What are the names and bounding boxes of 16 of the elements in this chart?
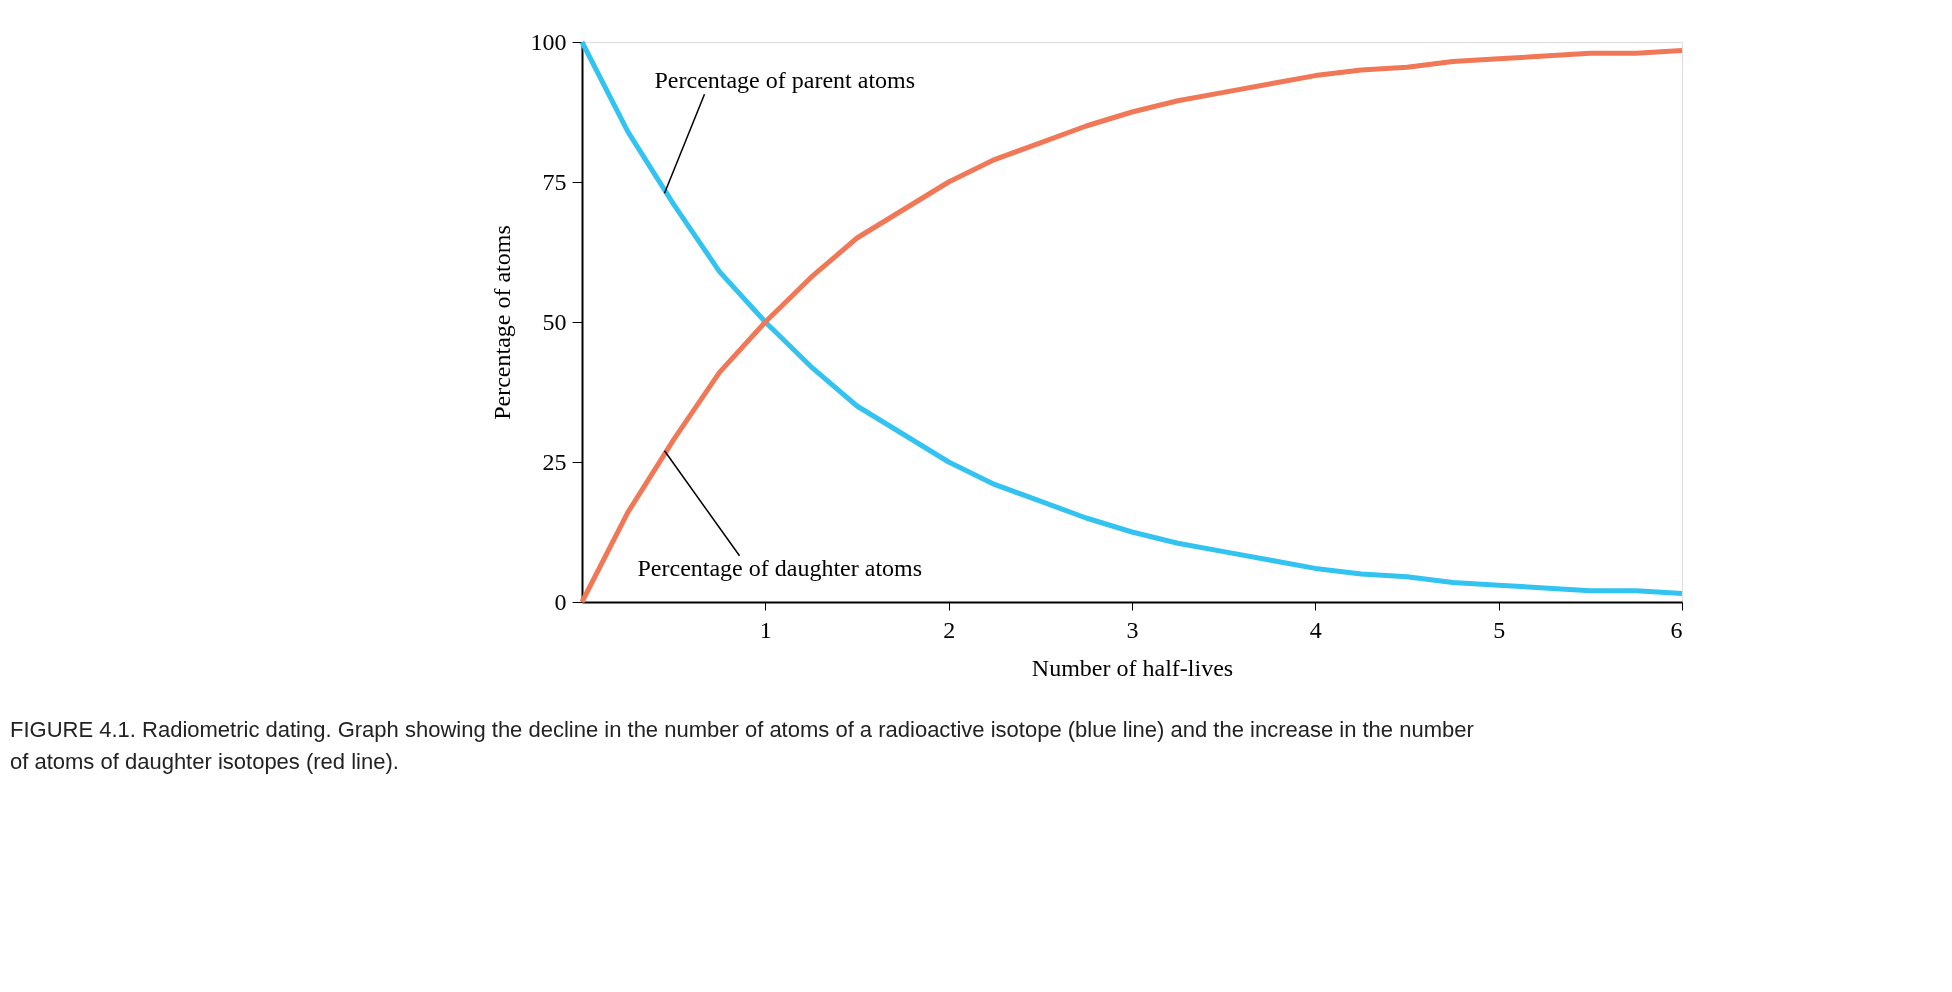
x-tick-label: 1 [759, 616, 772, 643]
y-tick-label: 75 [542, 168, 567, 195]
y-axis-title: Percentage of atoms [488, 225, 515, 420]
x-axis-title: Number of half-lives [1031, 654, 1234, 681]
y-tick-label: 25 [542, 448, 567, 475]
y-tick-label: 0 [554, 588, 567, 615]
x-tick-label: 4 [1309, 616, 1322, 643]
caption: FIGURE 4.1. Radiometric dating. Graph showing the decline in the number of atoms of a radioactive isotope (blue line) and the increase in the number of atoms of daughter isotopes (red line). [10, 717, 1474, 774]
y-tick-label: 100 [530, 28, 567, 55]
x-tick-label: 6 [1670, 616, 1683, 643]
y-tick-label: 50 [542, 308, 567, 335]
x-tick-label: 5 [1493, 616, 1506, 643]
x-tick-label: 3 [1126, 616, 1139, 643]
annotation: Percentage of parent atoms [654, 67, 916, 94]
x-tick-label: 2 [943, 616, 956, 643]
annotation: Percentage of daughter atoms [637, 554, 923, 581]
